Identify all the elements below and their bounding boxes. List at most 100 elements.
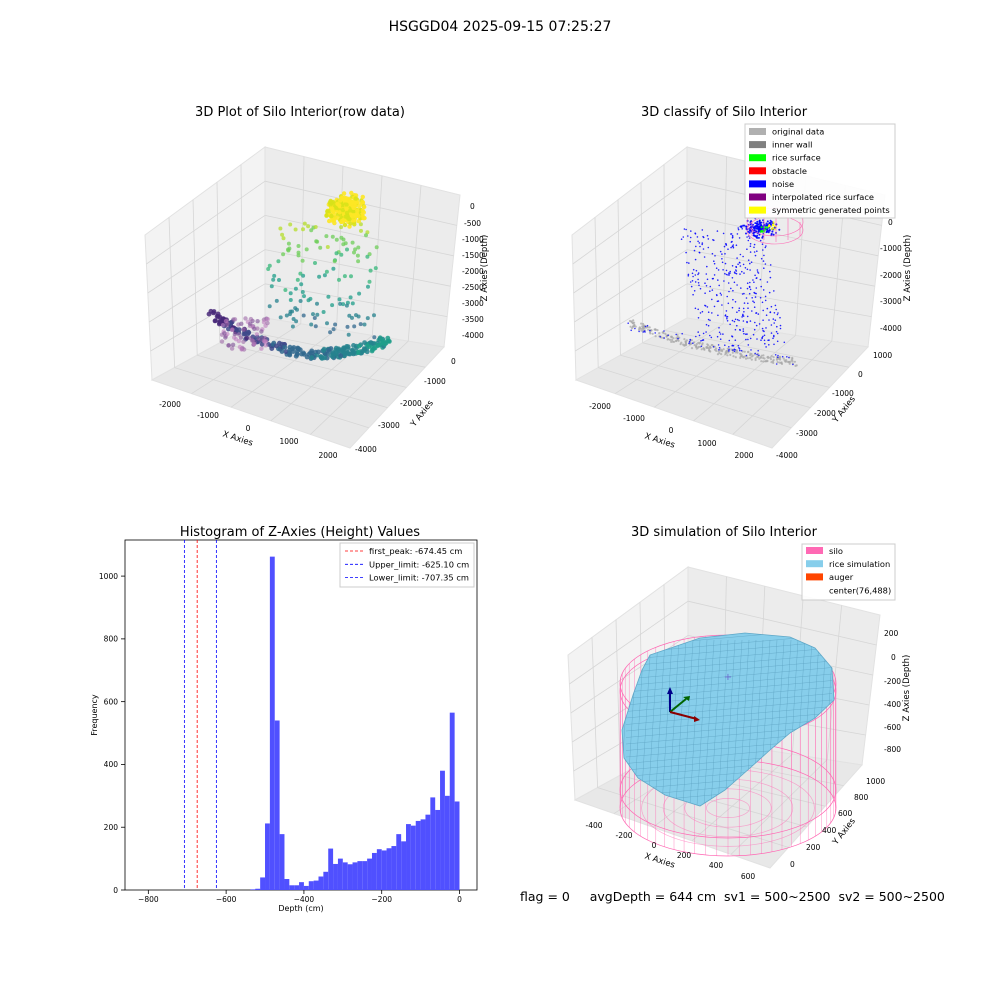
scatter-point	[339, 218, 345, 224]
gridline	[174, 367, 369, 429]
scatter-point	[755, 324, 758, 327]
scatter-point	[773, 335, 775, 338]
scatter-point	[776, 325, 778, 328]
mesh-line	[625, 719, 833, 738]
scatter-point	[773, 343, 775, 346]
classify-z-ticks: 0 -1000 -2000 -3000 -4000	[880, 218, 902, 333]
scatter-point	[705, 273, 708, 275]
legend-label: Lower_limit: -707.35 cm	[369, 573, 469, 583]
scatter-point	[753, 306, 756, 309]
scatter-point	[772, 361, 775, 364]
scatter-point	[343, 241, 348, 246]
scatter-point	[749, 356, 752, 360]
scatter-point	[277, 340, 282, 346]
hist-bar	[396, 834, 402, 890]
scatter-point	[659, 336, 661, 338]
scatter-point	[711, 312, 713, 314]
hist-x-label: Depth (cm)	[278, 904, 323, 913]
scatter-point	[368, 268, 373, 273]
scatter-point	[646, 324, 649, 327]
scatter-point	[357, 291, 362, 296]
scatter-point	[689, 339, 692, 341]
scatter-point	[706, 234, 709, 237]
scatter-point	[757, 236, 760, 239]
scatter-point	[286, 248, 291, 253]
scatter-point	[764, 295, 767, 298]
scatter-point	[751, 297, 753, 299]
scatter-point	[304, 247, 309, 252]
sim-z-tick: -200	[884, 677, 901, 686]
gridline	[573, 215, 688, 294]
classify-z-tick: 0	[888, 218, 893, 227]
classify-x-tick: -2000	[589, 402, 611, 411]
scatter-point	[774, 354, 777, 356]
scatter-point	[738, 309, 740, 312]
scatter-point	[742, 328, 745, 330]
scatter-point	[742, 307, 745, 310]
scatter-point	[703, 256, 706, 258]
scatter-point	[739, 273, 741, 275]
scatter-point	[357, 204, 362, 209]
scatter-point	[722, 348, 725, 351]
scatter-point	[713, 348, 717, 351]
scatter-point	[736, 311, 738, 314]
scatter-point	[723, 280, 725, 282]
sim-x-tick: -400	[585, 821, 602, 830]
classify-legend-items: original data inner wall rice surface obsta…	[749, 127, 890, 215]
scatter-point	[769, 270, 771, 273]
scatter-point	[281, 236, 286, 241]
scatter-point	[365, 230, 370, 235]
scatter-point	[239, 321, 244, 326]
scatter-point	[345, 344, 351, 350]
scatter-point	[759, 278, 762, 281]
hist-bar	[250, 889, 256, 890]
scatter-point	[254, 332, 260, 337]
scatter-point	[756, 220, 759, 223]
scatter-point	[706, 343, 709, 346]
scatter-point	[683, 338, 686, 341]
scatter-point	[234, 327, 239, 332]
scatter-point	[698, 242, 701, 244]
scatter-point	[793, 360, 797, 363]
scatter-point	[738, 261, 741, 264]
scatter-point	[680, 238, 683, 240]
scatter-point	[686, 261, 688, 264]
scatter-point	[642, 322, 645, 326]
scatter-point	[278, 226, 283, 231]
hist-bar	[303, 885, 309, 890]
scatter-point	[296, 250, 301, 255]
scatter-point	[766, 230, 769, 233]
auger-y-arrow	[669, 698, 687, 713]
scatter-point	[756, 338, 758, 340]
scatter-point	[731, 265, 734, 267]
scatter-point	[330, 208, 335, 213]
scatter-point	[293, 227, 298, 232]
hist-x-tick-label: −400	[294, 895, 315, 904]
scatter-point	[754, 296, 757, 298]
scatter-point	[717, 279, 719, 281]
scatter-point	[759, 228, 761, 231]
sim-title: 3D simulation of Silo Interior	[631, 525, 818, 540]
legend-label: rice simulation	[829, 559, 890, 569]
scatter-point	[750, 355, 753, 358]
scatter-point	[724, 253, 726, 255]
classify-title: 3D classify of Silo Interior	[641, 105, 808, 120]
scatter-point	[321, 310, 326, 314]
scatter-point	[730, 287, 732, 290]
scatter-point	[217, 320, 223, 325]
hist-bar	[386, 848, 392, 890]
scatter-point	[671, 338, 674, 342]
scatter-point	[697, 308, 699, 311]
scatter-point	[355, 253, 360, 258]
scatter-point	[654, 335, 657, 338]
scatter-point	[361, 210, 366, 215]
scatter-point	[301, 351, 307, 357]
mesh-line	[682, 639, 694, 806]
scatter-point	[279, 349, 285, 354]
sim-y-tick: 800	[854, 793, 869, 802]
scatter-point	[344, 210, 350, 215]
scatter-point	[707, 311, 710, 314]
scatter-point	[762, 319, 764, 322]
scatter-point	[349, 274, 353, 279]
